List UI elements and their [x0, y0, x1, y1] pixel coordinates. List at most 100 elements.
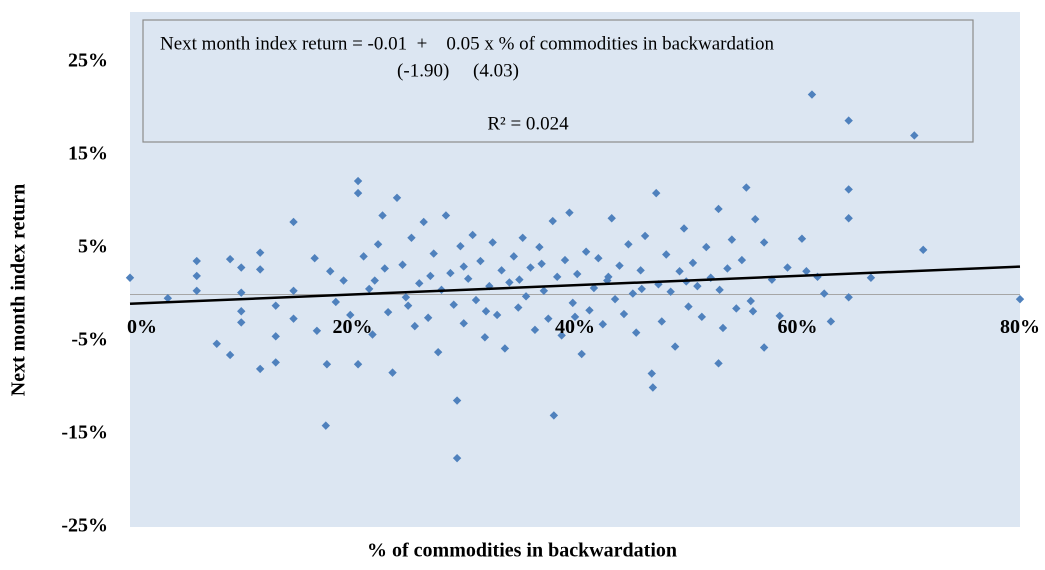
point: [480, 333, 490, 342]
point: [459, 262, 468, 271]
point: [237, 307, 246, 316]
point: [585, 306, 594, 315]
point: [212, 339, 221, 348]
y-tick-label: 15%: [68, 143, 108, 165]
point: [636, 266, 645, 275]
point: [751, 214, 760, 224]
point: [775, 311, 784, 321]
point: [548, 216, 557, 226]
point: [715, 285, 724, 295]
point: [364, 284, 374, 294]
point: [505, 278, 514, 287]
y-tick-label: -25%: [61, 515, 108, 537]
point: [844, 185, 853, 194]
point: [368, 330, 377, 339]
point: [581, 247, 591, 256]
point: [537, 259, 546, 269]
point: [684, 302, 693, 311]
point: [675, 267, 684, 276]
point: [610, 294, 620, 304]
point: [797, 234, 807, 243]
point: [826, 317, 836, 326]
point: [373, 240, 383, 249]
point: [521, 292, 531, 301]
annotation: Next month index return = -0.01 + 0.05 x…: [160, 33, 775, 54]
point: [697, 312, 707, 322]
point: [544, 314, 553, 323]
point: [557, 331, 566, 340]
annotation: (-1.90) (4.03): [397, 60, 519, 81]
point: [607, 214, 616, 223]
plot-area: [130, 12, 1020, 527]
point: [481, 307, 491, 316]
point: [271, 358, 280, 367]
y-tick-label: 25%: [68, 50, 108, 72]
point: [783, 263, 792, 272]
point: [312, 326, 322, 335]
point: [192, 286, 201, 295]
x-tick-label: 0%: [127, 316, 157, 338]
point: [433, 347, 443, 357]
point: [565, 208, 574, 217]
point: [604, 272, 613, 282]
y-tick-label: -15%: [61, 422, 108, 444]
y-tick-label: 5%: [78, 236, 108, 258]
point: [727, 235, 737, 244]
point: [560, 255, 570, 265]
point: [573, 269, 582, 279]
point: [723, 264, 732, 273]
point: [339, 276, 348, 285]
point: [702, 242, 711, 252]
point: [452, 396, 462, 405]
point: [464, 274, 473, 283]
point: [802, 267, 811, 276]
point: [255, 265, 265, 274]
point: [919, 245, 928, 255]
x-tick-label: 60%: [778, 316, 818, 338]
point: [401, 293, 411, 302]
point: [380, 264, 389, 273]
point: [526, 263, 535, 272]
point: [518, 233, 527, 242]
point: [866, 273, 876, 282]
point: [844, 116, 853, 125]
point: [163, 294, 173, 303]
point: [488, 238, 497, 247]
point: [321, 421, 330, 430]
point: [820, 289, 829, 298]
point: [657, 317, 666, 326]
point: [637, 284, 646, 294]
point: [410, 321, 419, 331]
point: [535, 242, 544, 252]
point: [125, 273, 135, 282]
point: [844, 293, 853, 302]
point: [255, 248, 265, 257]
point: [732, 304, 741, 313]
point: [452, 453, 462, 463]
point: [378, 211, 387, 220]
point: [225, 254, 235, 264]
point: [594, 254, 603, 263]
point: [370, 276, 379, 285]
point: [549, 411, 559, 420]
point: [500, 344, 510, 353]
point: [398, 260, 407, 269]
point: [289, 217, 298, 227]
point: [807, 90, 817, 99]
point: [492, 310, 502, 320]
point: [449, 300, 458, 309]
point: [271, 332, 280, 341]
point: [603, 276, 612, 285]
point: [514, 303, 523, 312]
point: [530, 325, 540, 335]
point: [662, 250, 671, 259]
point: [497, 266, 506, 275]
point: [515, 275, 524, 284]
point: [910, 131, 919, 140]
point: [714, 359, 723, 368]
point: [759, 343, 769, 352]
point: [577, 349, 586, 359]
point: [568, 298, 577, 308]
point: [255, 364, 265, 374]
point: [631, 328, 641, 337]
